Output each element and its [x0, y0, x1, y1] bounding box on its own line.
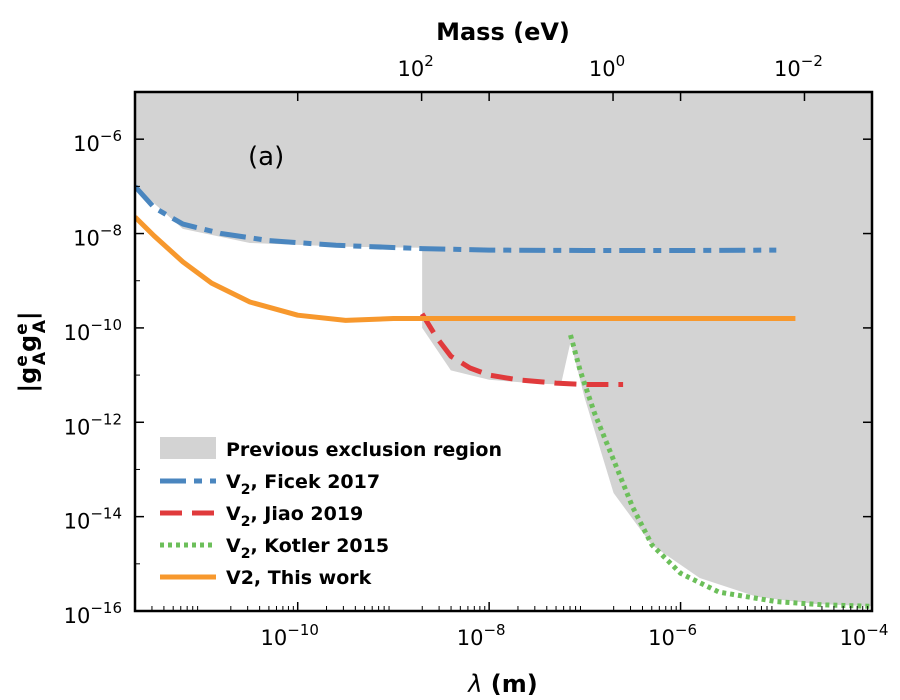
series-line-3: [135, 215, 796, 323]
top-tick-label-1: 100: [589, 52, 625, 81]
x-tick-label-3: 10−4: [840, 621, 889, 650]
top-axis-title: Mass (eV): [436, 18, 570, 46]
svg-text:|geAgeA|: |geAgeA|: [12, 311, 50, 392]
panel-label: (a): [248, 142, 284, 172]
y-axis-title: |geAgeA|: [12, 311, 50, 392]
top-tick-label-0: 102: [397, 52, 433, 81]
plot-frame: [133, 90, 874, 613]
x-tick-label-1: 10−8: [457, 621, 506, 650]
y-tick-label-1: 10−8: [73, 222, 122, 251]
series-line-2: [568, 334, 872, 609]
exclusion-region: [135, 92, 872, 607]
y-tick-label-0: 10−6: [73, 127, 122, 156]
legend-label-2: V2, Jiao 2019: [226, 503, 363, 530]
legend-label-0: Previous exclusion region: [226, 439, 502, 461]
series-line-0: [135, 184, 777, 253]
legend: Previous exclusion region V2, Ficek 2017 V…: [150, 427, 510, 599]
legend-label-1: V2, Ficek 2017: [226, 471, 380, 498]
y-tick-label-3: 10−12: [64, 410, 122, 439]
legend-label-4: V2, This work: [226, 567, 372, 589]
x-tick-label-0: 10−10: [261, 621, 319, 650]
y-tick-label-2: 10−10: [64, 316, 122, 345]
series-line-1: [419, 312, 624, 387]
y-tick-label-5: 10−16: [64, 599, 122, 628]
x-tick-label-2: 10−6: [648, 621, 697, 650]
legend-label-3: V2, Kotler 2015: [226, 535, 389, 562]
y-tick-label-4: 10−14: [64, 505, 122, 534]
legend-swatch-exclusion: [160, 437, 216, 459]
x-axis-title: λ (m): [466, 670, 538, 698]
top-tick-label-2: 10−2: [774, 52, 823, 81]
